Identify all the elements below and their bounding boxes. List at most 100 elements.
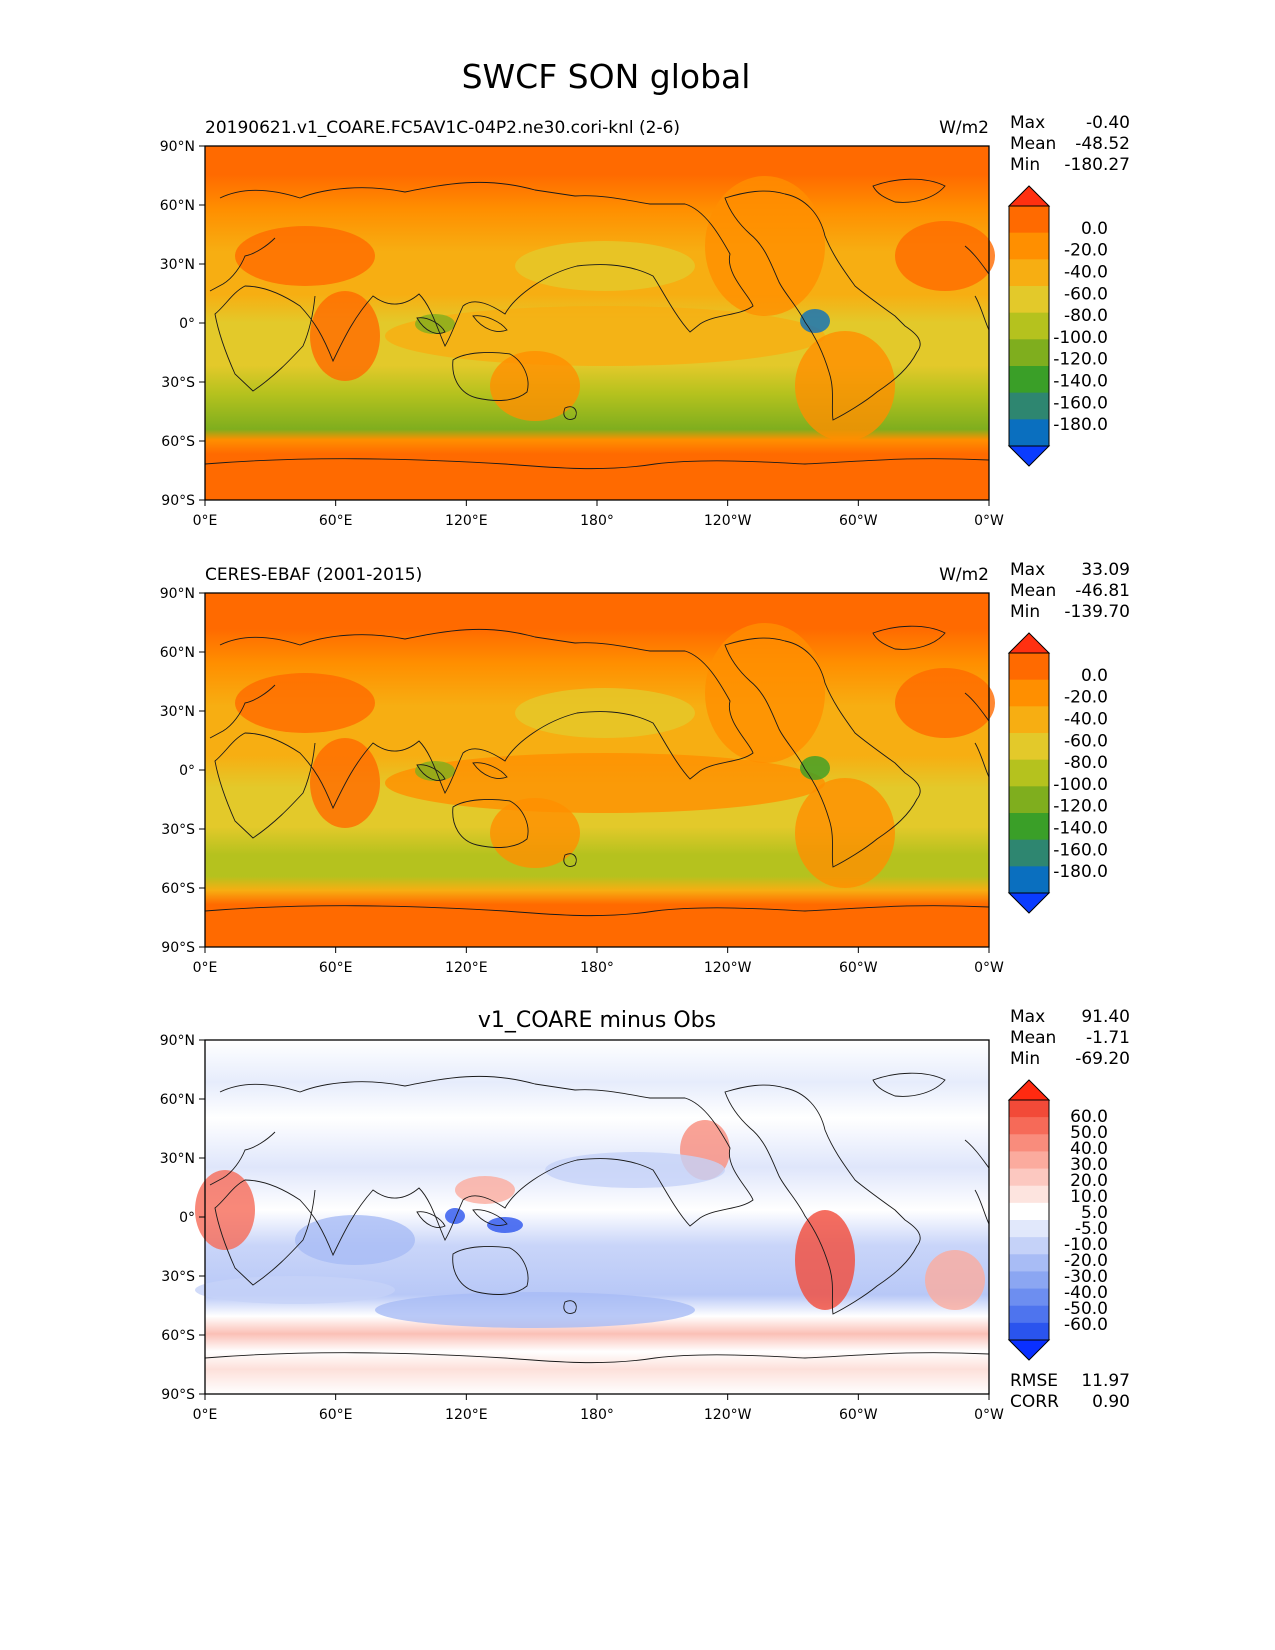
y-tick-label: 60°S xyxy=(161,1328,195,1344)
y-tick-label: 30°S xyxy=(161,375,195,391)
colorbar-band xyxy=(1009,1254,1049,1272)
field-feature xyxy=(515,688,695,738)
colorbar-frame xyxy=(1008,1099,1050,1341)
stat-label-min: Min xyxy=(1010,155,1040,175)
x-tick-label: 0°E xyxy=(193,960,218,976)
y-tick-label: 90°S xyxy=(161,940,195,956)
colorbar-label: -80.0 xyxy=(1064,753,1108,773)
stat-value-min: -180.27 xyxy=(1064,155,1130,175)
colorbar-frame xyxy=(1008,205,1050,447)
colorbar-frame xyxy=(1008,652,1050,894)
colorbar-label: -20.0 xyxy=(1064,1251,1108,1271)
colorbar-label: -60.0 xyxy=(1064,731,1108,751)
colorbar-band xyxy=(1009,1271,1049,1290)
y-tick-label: 0° xyxy=(179,763,195,779)
colorbar-band xyxy=(1009,759,1049,787)
field-feature xyxy=(800,309,830,333)
field-feature xyxy=(455,1176,515,1204)
figure-title: SWCF SON global xyxy=(462,57,751,96)
panel-difference: v1_COARE minus Obs 90°N 60°N 30°N 0° 30°S 60°S… xyxy=(160,1007,1130,1423)
colorbar-label: -100.0 xyxy=(1053,775,1108,795)
colorbar: 0.0-20.0-40.0-60.0-80.0-100.0-120.0-140.… xyxy=(1007,185,1108,467)
stat-label-max: Max xyxy=(1010,560,1045,580)
field-feature xyxy=(925,1250,985,1310)
stat-value-rmse: 11.97 xyxy=(1081,1371,1130,1391)
field-feature xyxy=(235,673,375,733)
colorbar-label: -20.0 xyxy=(1064,688,1108,708)
colorbar-band xyxy=(1009,1100,1049,1118)
colorbar-label: -30.0 xyxy=(1064,1267,1108,1287)
field-feature xyxy=(490,798,580,868)
colorbar-band xyxy=(1009,232,1049,260)
x-tick-label: 120°W xyxy=(704,513,752,529)
colorbar-label: -10.0 xyxy=(1064,1235,1108,1255)
x-tick-label: 60°W xyxy=(839,1407,878,1423)
map-field xyxy=(204,592,995,948)
colorbar-label: -140.0 xyxy=(1053,819,1108,839)
colorbar: 0.0-20.0-40.0-60.0-80.0-100.0-120.0-140.… xyxy=(1007,632,1108,914)
panel-test: 20190621.v1_COARE.FC5AV1C-04P2.ne30.cori… xyxy=(160,113,1130,529)
field-feature xyxy=(445,1208,465,1224)
x-tick-label: 180° xyxy=(580,1407,614,1423)
colorbar-band xyxy=(1009,733,1049,761)
colorbar-extend-max xyxy=(1007,185,1051,207)
y-tick-label: 0° xyxy=(179,316,195,332)
colorbar-label: 50.0 xyxy=(1070,1123,1108,1143)
field-feature xyxy=(705,176,825,316)
y-tick-label: 30°S xyxy=(161,1269,195,1285)
colorbar-band xyxy=(1009,1151,1049,1170)
colorbar-label: 30.0 xyxy=(1070,1155,1108,1175)
stat-value-corr: 0.90 xyxy=(1092,1392,1130,1412)
colorbar-extend-min xyxy=(1007,892,1051,914)
x-tick-label: 180° xyxy=(580,960,614,976)
map-field xyxy=(195,1039,990,1395)
x-tick-label: 0°E xyxy=(193,1407,218,1423)
colorbar-band xyxy=(1009,706,1049,734)
colorbar-label: -140.0 xyxy=(1053,372,1108,392)
colorbar: 60.050.040.030.020.010.05.0-5.0-10.0-20.… xyxy=(1007,1079,1108,1361)
x-tick-label: 120°E xyxy=(445,513,488,529)
colorbar-band xyxy=(1009,813,1049,841)
colorbar-band xyxy=(1009,1185,1049,1204)
field-feature xyxy=(795,331,895,441)
field-feature xyxy=(295,1215,415,1265)
colorbar-band xyxy=(1009,1288,1049,1307)
field-feature xyxy=(895,221,995,291)
y-tick-label: 30°N xyxy=(160,1151,195,1167)
colorbar-band xyxy=(1009,259,1049,287)
x-tick-label: 120°W xyxy=(704,1407,752,1423)
colorbar-extend-max xyxy=(1007,632,1051,654)
field-feature xyxy=(705,623,825,763)
colorbar-label: -60.0 xyxy=(1064,284,1108,304)
map-field xyxy=(204,145,995,501)
stat-label-rmse: RMSE xyxy=(1010,1371,1058,1391)
colorbar-label: 20.0 xyxy=(1070,1171,1108,1191)
panel-title-center: v1_COARE minus Obs xyxy=(478,1008,716,1033)
colorbar-label: -40.0 xyxy=(1064,262,1108,282)
panel-title-left: 20190621.v1_COARE.FC5AV1C-04P2.ne30.cori… xyxy=(205,118,680,138)
x-tick-label: 180° xyxy=(580,513,614,529)
y-tick-label: 90°S xyxy=(161,493,195,509)
colorbar-band xyxy=(1009,419,1049,447)
colorbar-label: -160.0 xyxy=(1053,393,1108,413)
colorbar-band xyxy=(1009,1134,1049,1152)
x-tick-label: 120°W xyxy=(704,960,752,976)
colorbar-label: 5.0 xyxy=(1081,1203,1108,1223)
colorbar-band xyxy=(1009,1220,1049,1238)
colorbar-label: 10.0 xyxy=(1070,1187,1108,1207)
colorbar-band xyxy=(1009,1237,1049,1255)
x-tick-label: 120°E xyxy=(445,960,488,976)
colorbar-band xyxy=(1009,312,1049,340)
x-tick-label: 60°W xyxy=(839,960,878,976)
panel-units: W/m2 xyxy=(939,565,989,585)
field-feature xyxy=(895,668,995,738)
panel-reference: CERES-EBAF (2001-2015) W/m2 90°N 60°N 30°N 0°… xyxy=(160,560,1130,976)
stat-value-max: 91.40 xyxy=(1081,1007,1130,1027)
colorbar-label: -180.0 xyxy=(1053,415,1108,435)
colorbar-band xyxy=(1009,339,1049,367)
colorbar-extend-max xyxy=(1007,1079,1051,1101)
colorbar-band xyxy=(1009,786,1049,814)
field-feature xyxy=(800,756,830,780)
y-tick-label: 90°N xyxy=(160,139,195,155)
